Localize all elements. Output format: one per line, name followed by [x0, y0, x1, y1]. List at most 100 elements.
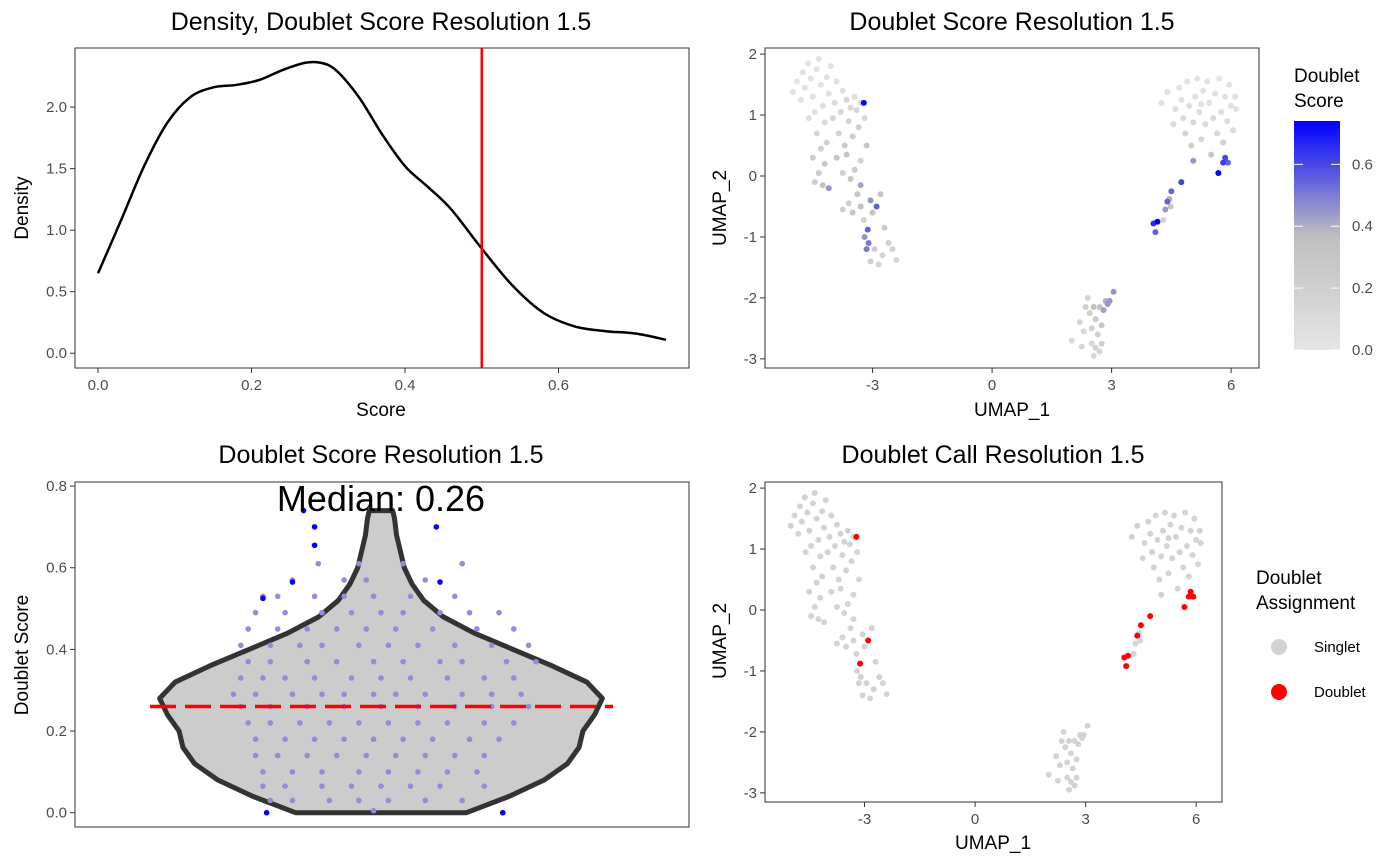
umap-score-point [879, 252, 886, 259]
umap-doublet-point [857, 660, 864, 667]
violin-title: Doublet Score Resolution 1.5 [218, 441, 543, 469]
violin-point [289, 769, 296, 775]
density-plot-frame [74, 47, 690, 369]
umap-score-point [863, 142, 870, 149]
umap-score-point [1100, 307, 1107, 314]
umap-singlet-point [850, 637, 857, 644]
umap-singlet-point [815, 616, 822, 623]
umap-score-point [1224, 159, 1231, 166]
umap-score-point [1190, 157, 1197, 164]
umap-singlet-point [1193, 536, 1200, 543]
violin-point [311, 736, 318, 743]
score-legend-title-line2: Score [1294, 91, 1344, 112]
umap-score-point [823, 139, 830, 146]
violin-point [311, 675, 318, 681]
umap-score-point [839, 87, 846, 94]
umap-score-point [809, 93, 816, 100]
violin-outlier-point [300, 507, 307, 514]
call-legend-title-line1: Doublet [1256, 568, 1322, 589]
umap-singlet-point [1174, 585, 1181, 592]
violin-point [422, 797, 429, 804]
violin-point [348, 609, 355, 616]
call-legend: Doublet Assignment Singlet Doublet [1256, 568, 1367, 701]
violin-point [459, 658, 465, 665]
umap-score-point [1226, 81, 1233, 88]
umap-score-point [1152, 229, 1159, 236]
umap-singlet-point [841, 610, 848, 617]
umap-singlet-point [1187, 527, 1194, 534]
violin-point [252, 736, 259, 743]
umap-score-point [1220, 159, 1227, 166]
violin-point [459, 797, 465, 804]
violin-point [267, 658, 274, 665]
umap-score-point [867, 258, 874, 265]
umap-singlet-point [806, 588, 813, 595]
colorbar-tick-label: 0.2 [1352, 280, 1373, 297]
violin-point [274, 626, 281, 632]
umap-singlet-point [1148, 549, 1155, 556]
violin-point [238, 642, 244, 649]
umap-score-point [1092, 316, 1099, 323]
umap-score-point [861, 233, 868, 240]
umap-score-xlabel: UMAP_1 [974, 400, 1050, 421]
umap-score-point [1098, 322, 1105, 329]
density-curve [96, 60, 667, 341]
umap-singlet-point [1169, 555, 1176, 562]
violin-point [400, 736, 406, 743]
violin-point [518, 691, 524, 698]
violin-point [481, 783, 488, 789]
umap-singlet-point [791, 512, 798, 519]
violin-point [488, 691, 495, 698]
violin-point [422, 752, 429, 759]
umap-score-point [841, 142, 848, 149]
violin-point [282, 675, 288, 681]
colorbar-tick-label: 0.6 [1352, 156, 1373, 173]
umap-singlet-point [826, 533, 833, 540]
umap-score-point [817, 145, 824, 152]
umap-score-point [1086, 310, 1093, 317]
umap-singlet-point [1161, 509, 1168, 516]
umap-score-point [813, 66, 820, 73]
umap-singlet-point [835, 576, 842, 583]
umap-score-point [1090, 304, 1097, 311]
umap-score-point [1230, 127, 1237, 134]
violin-point [466, 609, 473, 616]
violin-point [304, 752, 311, 759]
umap-score-point [1096, 348, 1103, 355]
umap-score-ticks: -3 0 3 6 -3 -2 -1 0 1 2 [744, 46, 1236, 394]
umap-singlet-point [1172, 533, 1179, 540]
density-ticks: 0.0 0.2 0.4 0.6 0.0 0.5 1.0 1.5 2.0 [46, 99, 569, 394]
umap-score-point [815, 169, 822, 176]
umap-score-point [1176, 84, 1183, 91]
umap-singlet-point [859, 692, 866, 699]
violin-point [260, 675, 266, 681]
umap-score-point [885, 240, 892, 247]
umap-singlet-point [870, 686, 877, 693]
umap-call-xtick-label: 3 [1081, 811, 1089, 828]
umap-singlet-point [857, 674, 864, 681]
violin-outliers [260, 507, 506, 816]
umap-singlet-point [1171, 512, 1178, 519]
umap-singlet-point [817, 553, 824, 560]
umap-score-point [1090, 352, 1097, 359]
umap-singlet-point [1191, 515, 1198, 522]
umap-score-point [871, 246, 878, 253]
umap-score-point [1106, 297, 1113, 304]
umap-singlet-point [1080, 731, 1087, 738]
violin-point [392, 691, 399, 698]
violin-point [289, 691, 296, 698]
umap-singlet-point [833, 521, 840, 528]
violin-point [319, 609, 325, 616]
umap-singlet-point [1158, 553, 1165, 560]
violin-point [511, 626, 517, 632]
umap-singlet-point [801, 494, 808, 501]
umap-singlet-point [868, 625, 875, 632]
umap-score-point [833, 78, 840, 85]
violin-point [304, 626, 311, 632]
umap-singlet-point [820, 619, 827, 626]
umap-singlet-point [879, 680, 886, 687]
umap-score-point [1190, 119, 1197, 126]
umap-score-point [833, 154, 840, 161]
umap-call-xlabel: UMAP_1 [955, 833, 1031, 854]
violin-point [451, 593, 458, 600]
